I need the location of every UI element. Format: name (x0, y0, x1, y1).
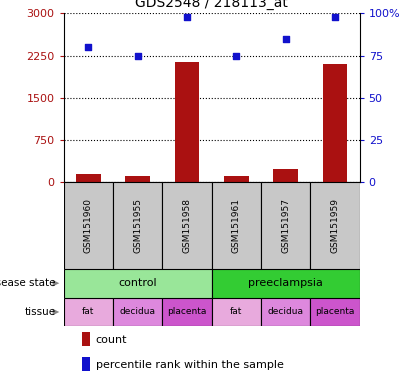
Text: fat: fat (230, 308, 242, 316)
Bar (64, 269, 212, 298)
Bar (162, 298, 212, 326)
Bar (261, 298, 310, 326)
Text: percentile rank within the sample: percentile rank within the sample (96, 360, 284, 370)
Bar (310, 298, 360, 326)
Text: GSM151959: GSM151959 (330, 198, 339, 253)
Point (134, 53, 141, 59)
Text: count: count (96, 335, 127, 345)
Title: GDS2548 / 218113_at: GDS2548 / 218113_at (135, 0, 288, 10)
Text: placenta: placenta (167, 308, 207, 316)
Text: disease state: disease state (0, 278, 55, 288)
Text: GSM151957: GSM151957 (281, 198, 290, 253)
Bar (162, 182, 212, 269)
Text: preeclampsia: preeclampsia (248, 278, 323, 288)
Text: GSM151958: GSM151958 (182, 198, 192, 253)
Text: tissue: tissue (24, 307, 55, 317)
Text: GSM151960: GSM151960 (84, 198, 93, 253)
Bar (113, 298, 162, 326)
Text: decidua: decidua (268, 308, 304, 316)
Point (184, 14, 190, 20)
Point (233, 53, 240, 59)
Point (85, 44, 92, 50)
Bar (82, 333, 90, 346)
Bar (212, 298, 261, 326)
Bar (64, 182, 113, 269)
Bar (224, 176, 249, 182)
Text: decidua: decidua (120, 308, 156, 316)
Bar (323, 64, 347, 182)
Bar (82, 358, 90, 371)
Bar (261, 182, 310, 269)
Text: GSM151955: GSM151955 (133, 198, 142, 253)
Bar (212, 269, 360, 298)
Point (332, 14, 338, 20)
Text: GSM151961: GSM151961 (232, 198, 241, 253)
Bar (175, 63, 199, 182)
Bar (125, 176, 150, 182)
Bar (212, 182, 261, 269)
Bar (310, 182, 360, 269)
Text: fat: fat (82, 308, 95, 316)
Point (282, 36, 289, 42)
Text: control: control (118, 278, 157, 288)
Bar (76, 174, 101, 182)
Bar (113, 182, 162, 269)
Bar (273, 169, 298, 182)
Bar (64, 298, 113, 326)
Text: placenta: placenta (315, 308, 355, 316)
